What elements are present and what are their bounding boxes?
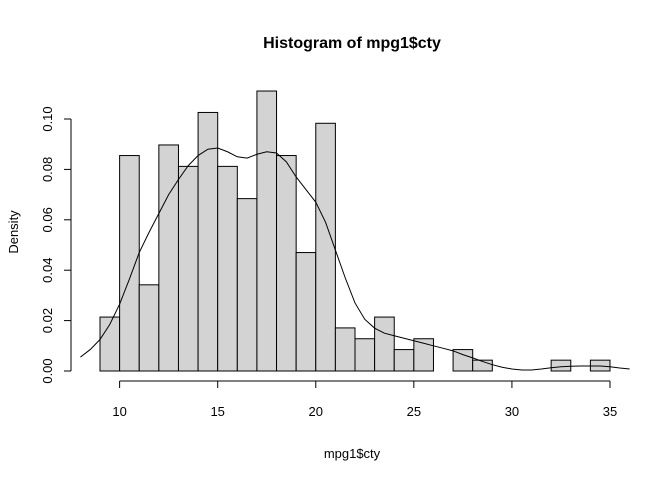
histogram-bar-5 bbox=[197, 111, 219, 372]
histogram-bar-19 bbox=[472, 359, 493, 372]
chart-title: Histogram of mpg1$cty bbox=[263, 35, 441, 52]
histogram-bar-4 bbox=[177, 165, 199, 372]
histogram-bar-14 bbox=[374, 316, 395, 372]
x-tick-label-25: 25 bbox=[407, 404, 421, 419]
y-tick-label-5: 0.10 bbox=[40, 106, 55, 131]
histogram-bar-8 bbox=[256, 90, 278, 372]
y-tick-label-4: 0.08 bbox=[40, 157, 55, 182]
histogram-bar-10 bbox=[295, 252, 317, 372]
y-tick-label-3: 0.06 bbox=[40, 207, 55, 232]
y-axis: 0.00 0.02 0.04 0.06 0.08 0.10 bbox=[40, 106, 72, 384]
x-tick-label-35: 35 bbox=[603, 404, 617, 419]
histogram-bar-11 bbox=[315, 122, 336, 372]
bars-group bbox=[99, 90, 611, 372]
histogram-bar-3 bbox=[158, 144, 179, 372]
y-tick-label-2: 0.04 bbox=[40, 258, 55, 283]
histogram-bar-23 bbox=[550, 359, 572, 372]
histogram-bar-18 bbox=[452, 349, 474, 372]
x-tick-label-10: 10 bbox=[112, 404, 126, 419]
x-axis-label: mpg1$cty bbox=[324, 446, 381, 461]
y-axis-label: Density bbox=[6, 210, 21, 254]
x-axis: 10 15 20 25 30 35 bbox=[112, 380, 617, 419]
x-tick-label-15: 15 bbox=[210, 404, 224, 419]
histogram-bar-16 bbox=[413, 338, 434, 372]
x-tick-label-20: 20 bbox=[309, 404, 323, 419]
histogram-bar-2 bbox=[138, 284, 160, 372]
histogram-bar-1 bbox=[119, 155, 140, 372]
histogram-bar-15 bbox=[393, 349, 415, 372]
histogram-bar-12 bbox=[334, 327, 356, 372]
y-tick-label-1: 0.02 bbox=[40, 308, 55, 333]
histogram-bar-9 bbox=[276, 155, 297, 372]
histogram-bar-6 bbox=[217, 165, 238, 372]
y-tick-label-0: 0.00 bbox=[40, 358, 55, 383]
histogram-bar-7 bbox=[236, 198, 258, 372]
histogram-bar-13 bbox=[354, 338, 376, 372]
density-curve bbox=[80, 147, 630, 371]
x-tick-label-30: 30 bbox=[505, 404, 519, 419]
